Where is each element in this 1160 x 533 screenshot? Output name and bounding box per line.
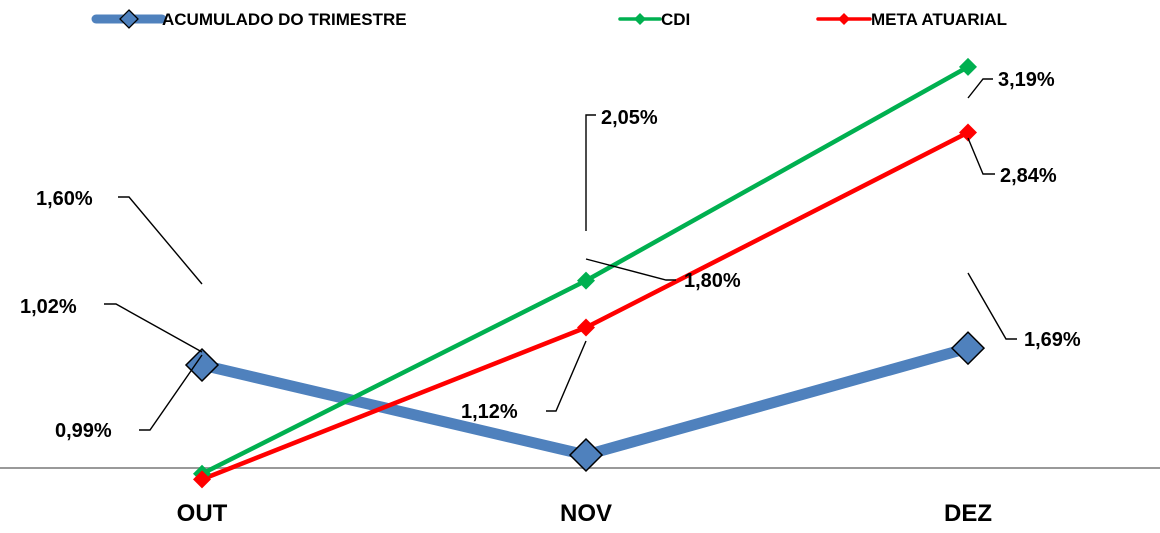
data-label-meta-atuarial-nov: 1,80% — [684, 270, 741, 292]
category-label-layer: OUT NOV DEZ — [177, 500, 992, 527]
leader-line-meta-atuarial-nov — [585, 258, 676, 281]
marker-acumulado-do-trimestre-out — [184, 347, 220, 383]
leader-line-cdi-dez — [967, 78, 993, 99]
data-label-layer: 1,60% 1,12% 1,69% 1,02% 2,05% 3,19% 0,99% 1,80%… — [20, 69, 1081, 442]
leader-line-meta-atuarial-out — [139, 354, 203, 431]
marker-meta-atuarial-dez — [959, 123, 977, 142]
category-label-out: OUT — [177, 500, 228, 527]
leader-line-acumulado-do-trimestre-out — [118, 196, 203, 285]
marker-meta-atuarial-out — [193, 470, 211, 489]
legend-label-meta-atuarial: META ATUARIAL — [871, 10, 1007, 29]
data-label-meta-atuarial-dez: 2,84% — [1000, 165, 1057, 187]
legend-swatch-marker-meta-atuarial — [838, 13, 850, 25]
legend-label-acumulado-do-trimestre: ACUMULADO DO TRIMESTRE — [162, 10, 407, 29]
data-label-acumulado-do-trimestre-out: 1,60% — [36, 188, 93, 210]
marker-acumulado-do-trimestre-dez — [950, 331, 986, 366]
data-label-cdi-out: 1,02% — [20, 296, 77, 318]
leader-line-acumulado-do-trimestre-dez — [967, 272, 1017, 340]
category-label-nov: NOV — [560, 500, 612, 527]
series-line-meta-atuarial — [199, 130, 971, 482]
legend-swatch-marker-acumulado-do-trimestre — [119, 9, 139, 29]
leader-line-meta-atuarial-dez — [967, 137, 995, 175]
chart-legend: ACUMULADO DO TRIMESTRE CDI META ATUARIAL — [91, 9, 1007, 29]
data-label-acumulado-do-trimestre-nov: 1,12% — [461, 401, 518, 423]
leader-line-acumulado-do-trimestre-nov — [546, 340, 587, 412]
legend-item-cdi: CDI — [618, 10, 690, 29]
marker-cdi-dez — [959, 57, 977, 76]
marker-meta-atuarial-nov — [577, 318, 595, 337]
series-line-cdi — [199, 64, 971, 476]
data-label-acumulado-do-trimestre-dez: 1,69% — [1024, 329, 1081, 351]
legend-item-meta-atuarial: META ATUARIAL — [816, 10, 1007, 29]
legend-label-cdi: CDI — [661, 10, 690, 29]
leader-line-cdi-out — [104, 303, 203, 353]
marker-cdi-nov — [577, 271, 595, 290]
category-label-dez: DEZ — [944, 500, 992, 527]
data-label-meta-atuarial-out: 0,99% — [55, 420, 112, 442]
leader-line-cdi-nov — [585, 114, 596, 231]
marker-acumulado-do-trimestre-nov — [568, 437, 604, 473]
data-label-cdi-dez: 3,19% — [998, 69, 1055, 91]
series-layer — [184, 57, 986, 489]
legend-item-acumulado-do-trimestre: ACUMULADO DO TRIMESTRE — [91, 9, 407, 29]
legend-swatch-marker-cdi — [634, 13, 646, 25]
data-label-cdi-nov: 2,05% — [601, 107, 658, 129]
